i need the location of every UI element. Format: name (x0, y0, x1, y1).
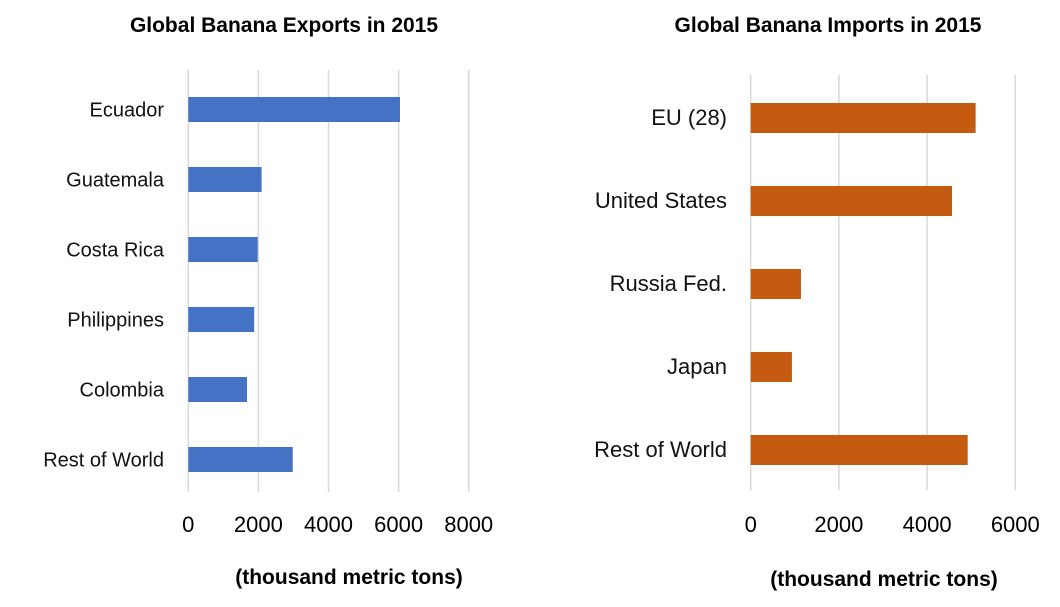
exports-bar (188, 307, 255, 332)
exports-x-tick-label: 8000 (444, 512, 493, 537)
exports-category-label: Colombia (80, 380, 165, 402)
imports-category-label: EU (28) (651, 105, 727, 130)
imports-x-tick-label: 4000 (903, 512, 952, 537)
exports-x-tick-label: 4000 (304, 512, 353, 537)
exports-bar (188, 97, 401, 122)
imports-bar (750, 103, 976, 133)
imports-bar (750, 352, 792, 382)
exports-category-label: Guatemala (66, 170, 165, 192)
imports-x-axis-label: (thousand metric tons) (770, 568, 998, 591)
imports-category-label: Rest of World (594, 437, 727, 462)
imports-bar (750, 269, 801, 299)
exports-bar (188, 167, 262, 192)
imports-category-label: United States (595, 188, 727, 213)
exports-x-tick-label: 6000 (374, 512, 423, 537)
exports-bar (188, 377, 248, 402)
imports-chart-title: Global Banana Imports in 2015 (675, 14, 982, 37)
exports-category-label: Costa Rica (66, 240, 165, 262)
exports-x-axis-label: (thousand metric tons) (235, 566, 463, 589)
exports-category-label: Philippines (67, 310, 164, 332)
exports-x-tick-label: 0 (182, 512, 194, 537)
imports-bar (750, 435, 968, 465)
exports-chart-title: Global Banana Exports in 2015 (130, 14, 438, 37)
exports-bar (188, 447, 293, 472)
imports-x-tick-label: 2000 (814, 512, 863, 537)
imports-category-label: Japan (667, 354, 727, 379)
exports-x-tick-label: 2000 (234, 512, 283, 537)
imports-bar (750, 186, 953, 216)
exports-category-label: Ecuador (90, 100, 165, 122)
exports-bar (188, 237, 258, 262)
imports-x-tick-label: 6000 (991, 512, 1040, 537)
imports-category-label: Russia Fed. (610, 271, 727, 296)
exports-category-label: Rest of World (43, 450, 164, 472)
imports-x-tick-label: 0 (745, 512, 757, 537)
